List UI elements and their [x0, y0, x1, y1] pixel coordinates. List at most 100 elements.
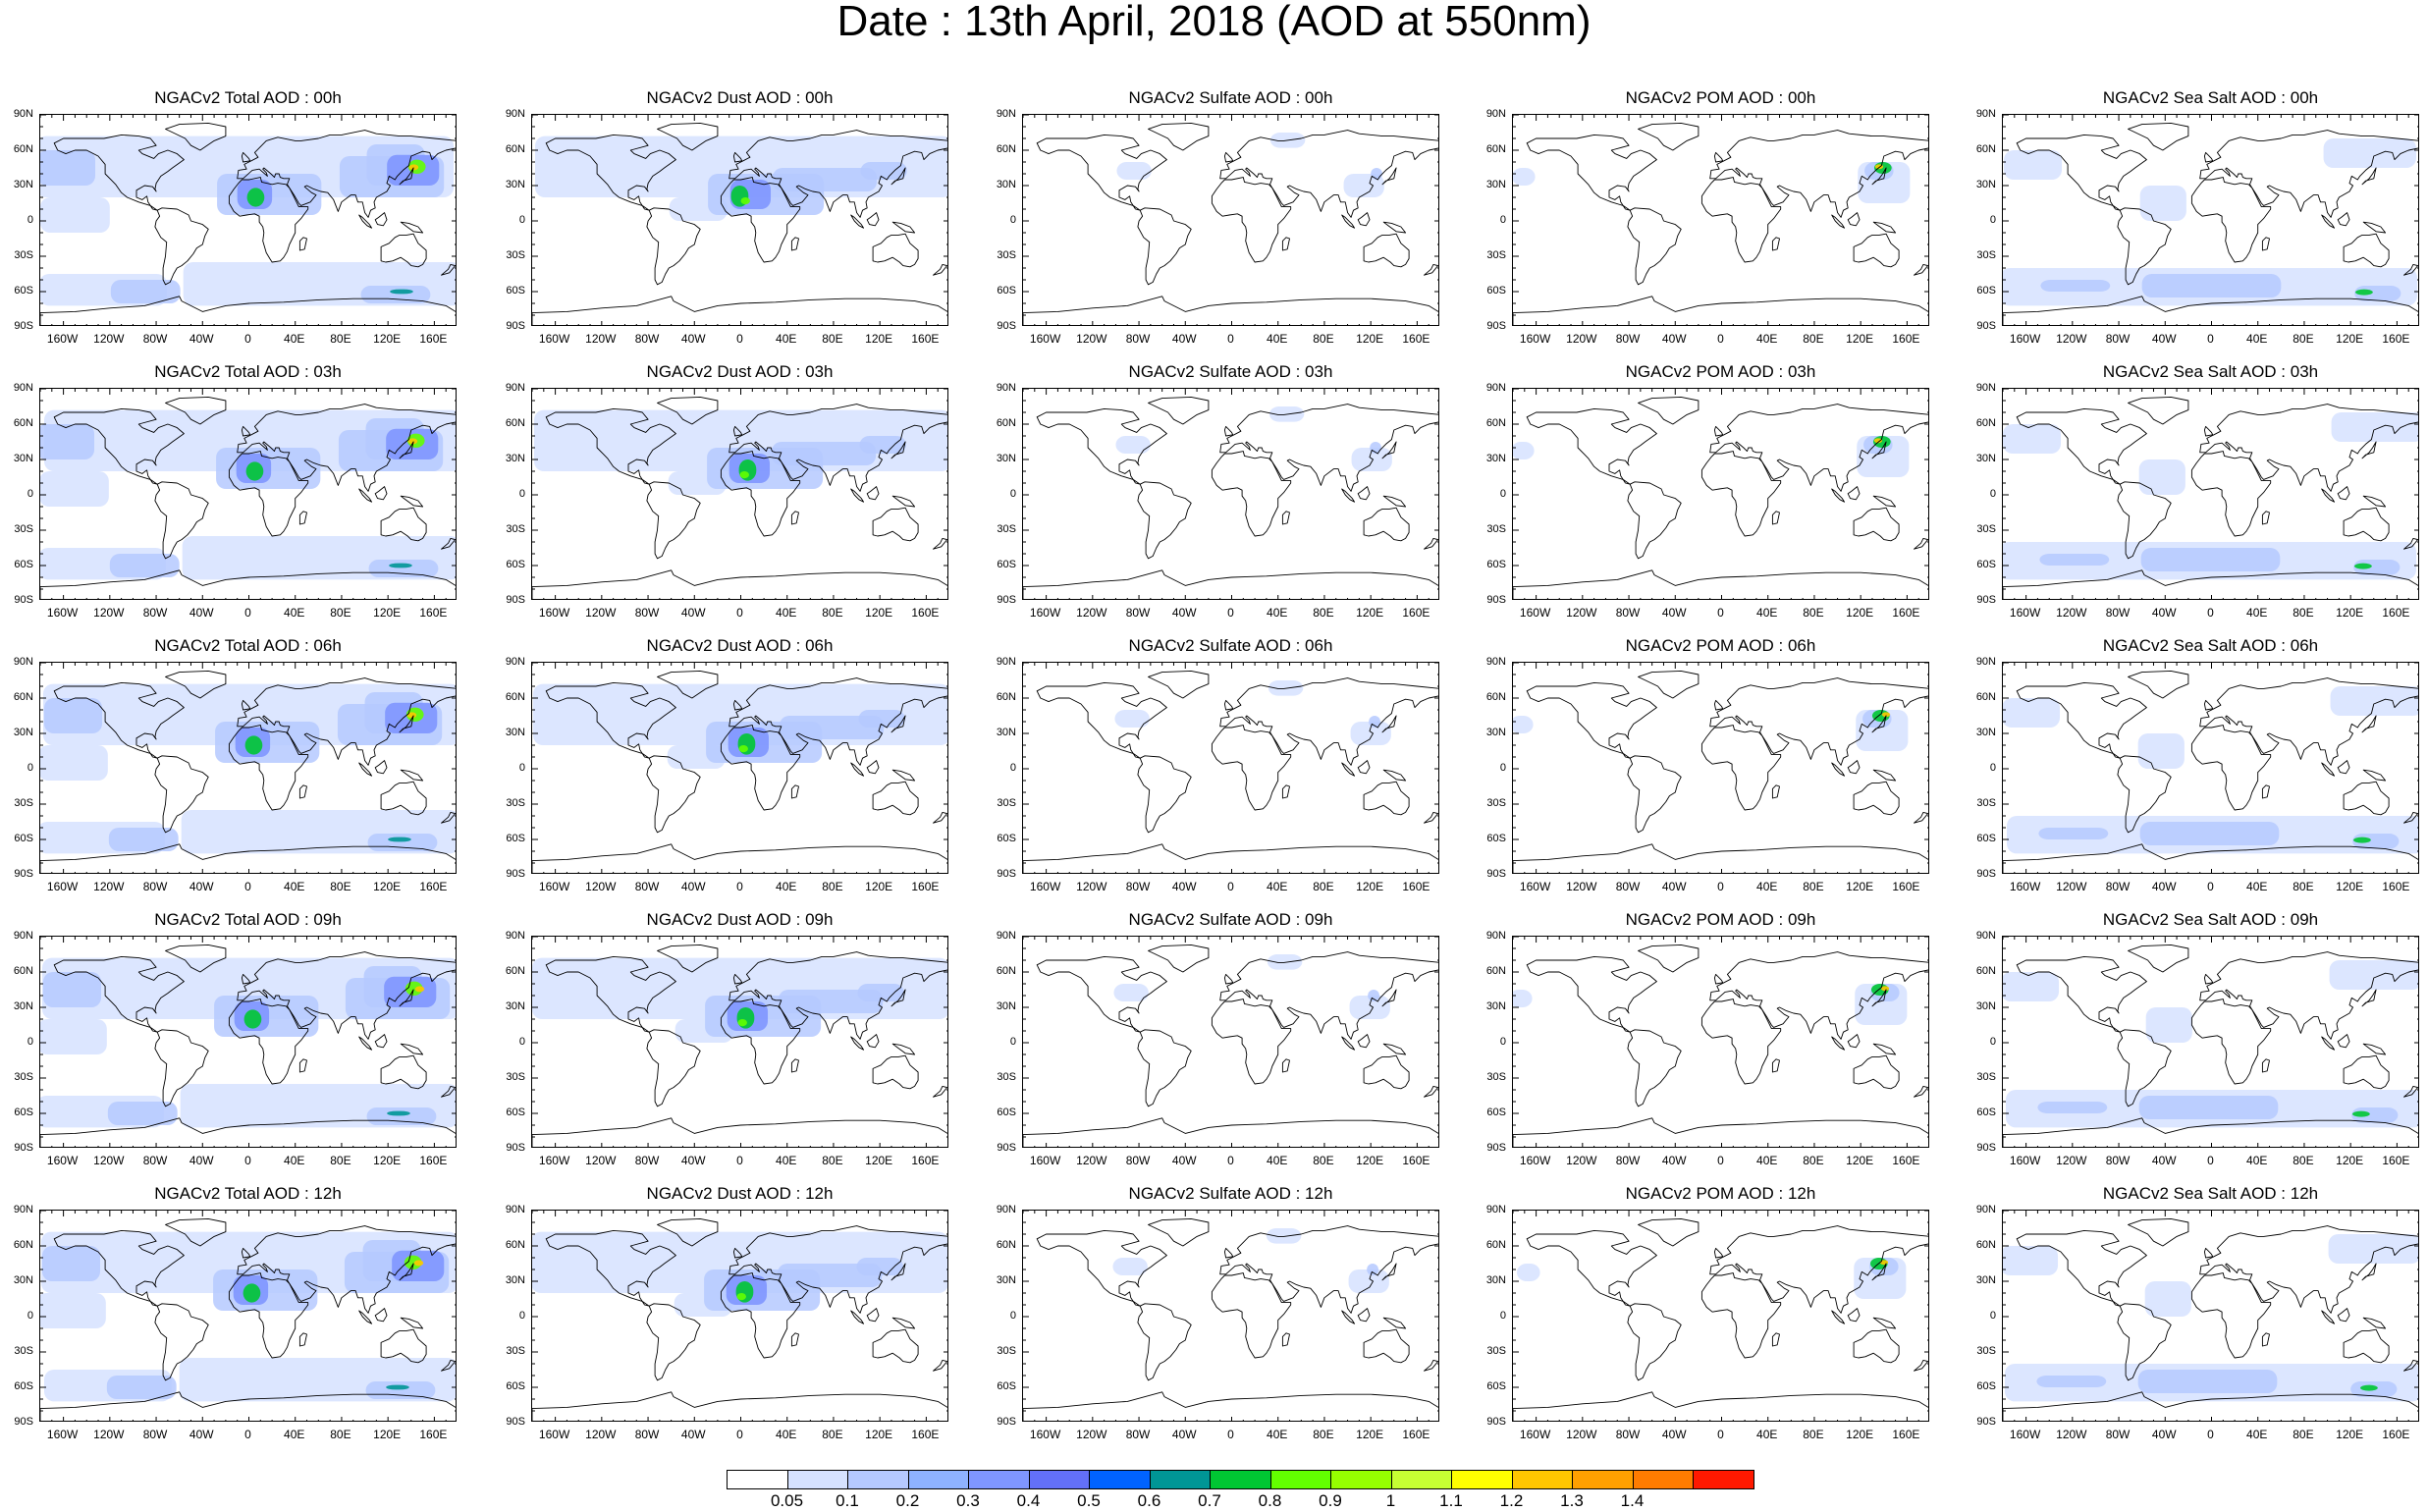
aod-field-patch	[2003, 1246, 2059, 1275]
lat-tick-label: 90S	[506, 1142, 525, 1154]
coastline	[1713, 151, 1724, 163]
lat-tick-label: 30N	[1485, 1274, 1506, 1286]
coastline	[1363, 1054, 1410, 1090]
aod-field-patch	[1368, 990, 1379, 1001]
aod-field-patch	[107, 1102, 178, 1125]
coastline	[1424, 1359, 1438, 1372]
world-map	[532, 663, 947, 873]
lat-tick-label: 90S	[14, 1142, 33, 1154]
coastline	[1023, 296, 1438, 325]
aod-field-patch	[737, 1019, 747, 1027]
lon-tick-label: 160W	[46, 880, 79, 893]
coastline	[241, 973, 251, 985]
coastline	[2337, 760, 2350, 775]
coastline	[1023, 569, 1438, 599]
lon-tick-label: 80E	[822, 332, 843, 346]
coastline	[1872, 1043, 1897, 1055]
lon-tick-label: 40W	[2151, 606, 2177, 620]
lat-tick-label: 90N	[1485, 1204, 1506, 1215]
lon-tick-label: 160W	[46, 606, 79, 620]
world-map	[1023, 663, 1438, 873]
lat-tick-label: 30S	[14, 523, 33, 535]
aod-field-patch	[777, 1264, 883, 1287]
coastline	[872, 507, 919, 542]
coastline	[358, 1310, 373, 1324]
coastline	[2362, 221, 2387, 234]
coastline	[1627, 1303, 1682, 1381]
lat-tick-label: 30S	[997, 797, 1016, 809]
lon-tick-label: 120W	[2056, 606, 2087, 620]
lon-tick-label: 80W	[634, 1428, 660, 1441]
lat-tick-label: 90S	[997, 594, 1016, 606]
coastline	[1381, 441, 1397, 459]
coastline	[1513, 1117, 1928, 1147]
lon-tick-label: 160E	[419, 880, 448, 893]
coastline	[40, 843, 456, 873]
map-frame	[1512, 388, 1929, 600]
coastline	[732, 973, 743, 985]
coastline	[2117, 755, 2172, 834]
coastline	[380, 1328, 427, 1364]
map-panel: NGACv2 Total AOD : 06h 90N 60N 30N 0 30S 60S 90…	[14, 636, 457, 899]
lat-tick-label: 0	[1499, 488, 1506, 500]
lat-tick-label: 30S	[997, 1345, 1016, 1357]
colorbar-label: 1.1	[1439, 1491, 1463, 1510]
aod-field-patch	[778, 990, 884, 1013]
coastline	[2261, 511, 2270, 525]
aod-field-patch	[2003, 698, 2061, 728]
panel-title: NGACv2 Dust AOD : 03h	[646, 362, 834, 381]
coastline	[2016, 681, 2147, 759]
colorbar-label: 1	[1385, 1491, 1396, 1510]
lat-tick-label: 0	[518, 1310, 525, 1322]
colorbar-swatch	[1390, 1470, 1452, 1489]
colorbar-swatch	[1089, 1470, 1151, 1489]
coastline	[241, 425, 251, 437]
aod-field-patch	[1881, 712, 1891, 718]
coastline	[790, 784, 799, 799]
world-map	[1513, 1211, 1928, 1421]
coastline	[532, 843, 947, 873]
lon-tick-label: 160W	[538, 332, 570, 346]
lon-tick-label: 0	[244, 332, 251, 346]
map-panel: NGACv2 POM AOD : 06h 90N 60N 30N 0 30S 60S 90S 1…	[1486, 636, 1929, 899]
lat-tick-label: 0	[1989, 762, 1996, 774]
coastline	[1381, 167, 1397, 186]
lat-tick-label: 60S	[506, 1107, 525, 1118]
coastline	[2203, 1247, 2214, 1259]
coastline	[1363, 507, 1410, 542]
lon-tick-label: 80E	[822, 1428, 843, 1441]
coastline	[1771, 511, 1780, 525]
coastline	[40, 1117, 456, 1147]
coastline	[545, 134, 676, 211]
lon-tick-label: 0	[1717, 332, 1724, 346]
map-panel: NGACv2 Sulfate AOD : 03h 90N 60N 30N 0 30S 60S…	[997, 362, 1439, 625]
lat-tick-label: 90S	[997, 1142, 1016, 1154]
lat-tick-label: 60S	[1486, 833, 1506, 844]
coastline	[1341, 214, 1356, 229]
coastline	[1281, 511, 1290, 525]
lat-tick-label: 90N	[505, 930, 525, 942]
map-frame	[531, 1210, 948, 1422]
lon-tick-label: 160E	[2382, 606, 2410, 620]
aod-field-patch	[1350, 722, 1391, 745]
lat-tick-label: 90N	[1975, 1204, 1996, 1215]
map-panel: NGACv2 POM AOD : 03h 90N 60N 30N 0 30S 60S 90S 1…	[1486, 362, 1929, 625]
coastline	[545, 1229, 676, 1307]
lon-tick-label: 40E	[1267, 1154, 1288, 1167]
map-panel: NGACv2 Dust AOD : 09h 90N 60N 30N 0 30S 60S 90S…	[506, 910, 948, 1173]
aod-field-patch	[245, 461, 264, 481]
aod-field-patch	[2331, 412, 2418, 442]
coastline	[2403, 1085, 2418, 1098]
lon-tick-label: 40E	[1756, 606, 1778, 620]
lon-tick-label: 40E	[284, 332, 305, 346]
lon-tick-label: 120W	[585, 1154, 617, 1167]
coastline	[2190, 177, 2272, 263]
map-frame	[39, 936, 457, 1148]
coastline	[53, 1229, 185, 1307]
colorbar-swatch	[786, 1470, 848, 1489]
lon-tick-label: 160E	[911, 606, 940, 620]
lon-tick-label: 120E	[1356, 880, 1384, 893]
lon-tick-label: 120W	[1566, 880, 1597, 893]
map-frame	[2002, 662, 2419, 874]
lat-tick-label: 30N	[13, 453, 33, 464]
